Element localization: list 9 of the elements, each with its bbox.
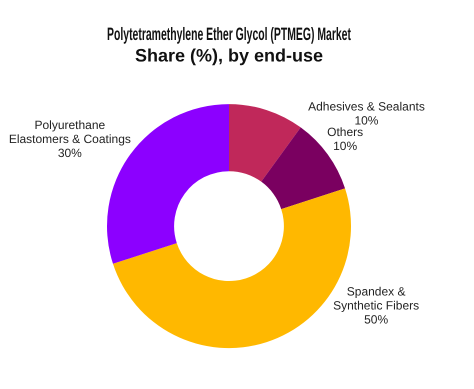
slice-label: Adhesives & Sealants (308, 99, 425, 114)
slice-label: Polyurethane Elastomers & Coatings (8, 118, 131, 146)
slice-label: Spandex & Synthetic Fibers (333, 284, 420, 312)
data-label: 10% (354, 113, 379, 128)
slice-label: Others (327, 125, 364, 140)
data-label: 10% (333, 139, 358, 154)
data-label: 30% (58, 146, 82, 160)
chart-title: Polytetramethylene Ether Glycol (PTMEG) Market Share (%), by end-use (107, 25, 352, 66)
data-label: 50% (364, 312, 388, 326)
